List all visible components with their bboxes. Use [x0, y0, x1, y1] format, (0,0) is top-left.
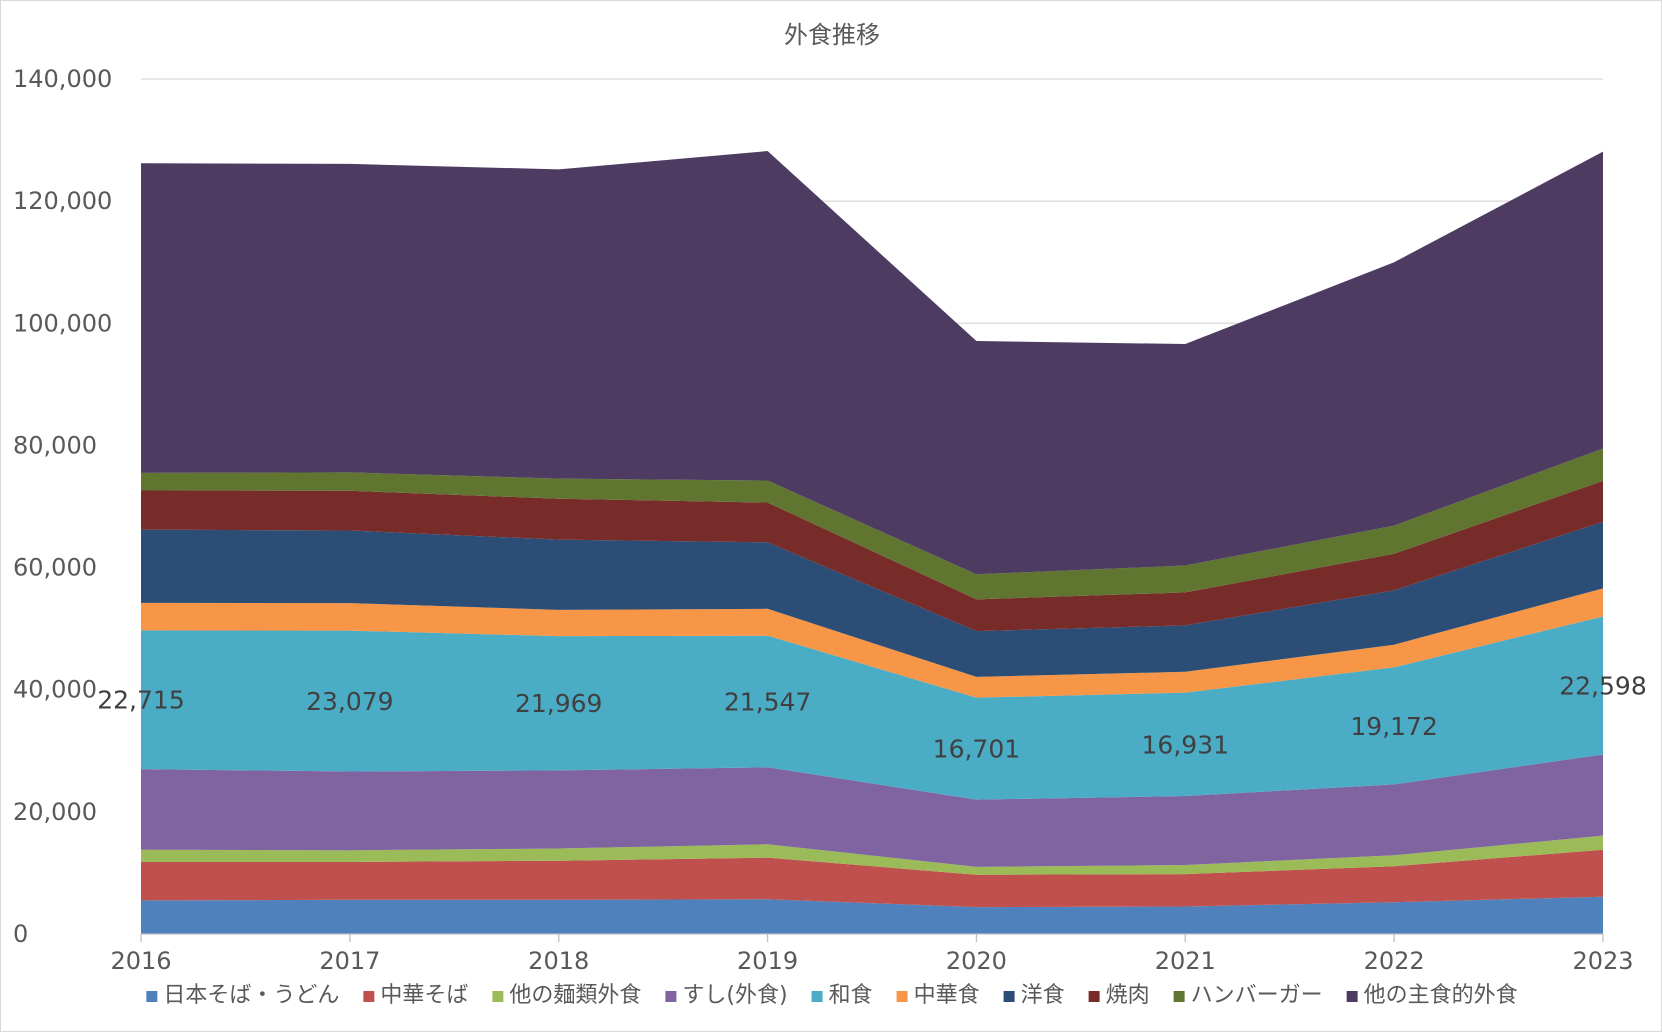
y-tick-label: 0: [13, 920, 28, 948]
legend-swatch: [896, 991, 908, 1002]
area-series-1: [141, 896, 1603, 934]
data-label: 21,969: [515, 689, 602, 718]
area-series-3: [141, 835, 1603, 875]
legend-swatch: [363, 991, 375, 1002]
x-tick-label-2016: 2016: [110, 947, 171, 975]
legend-item-10: 他の主食的外食: [1346, 983, 1518, 1008]
legend-item-9: ハンバーガー: [1173, 983, 1323, 1008]
legend-item-3: 他の麺類外食: [492, 983, 641, 1008]
y-tick-label: 60,000: [13, 554, 97, 582]
legend-item-4: すし(外食): [665, 983, 788, 1008]
x-tick-label-2022: 2022: [1364, 947, 1425, 975]
area-series-2: [141, 849, 1603, 908]
x-tick-label-2023: 2023: [1572, 947, 1633, 975]
y-tick-label: 40,000: [13, 676, 97, 704]
legend-label: 日本そば・うどん: [163, 983, 339, 1008]
data-label: 23,079: [306, 687, 393, 716]
x-tick-label-2017: 2017: [319, 947, 380, 975]
axes: 0 20,000 40,000 60,000 80,000 100,000 120,000 1…: [13, 65, 1634, 975]
legend-label: 他の麺類外食: [509, 983, 641, 1008]
data-label: 16,701: [933, 735, 1020, 764]
y-tick-label: 80,000: [13, 431, 97, 459]
area-series-10: [141, 151, 1603, 575]
y-tick-label: 100,000: [13, 309, 112, 337]
area-series-8: [141, 480, 1603, 632]
legend-label: 他の主食的外食: [1364, 983, 1518, 1008]
y-tick-label: 140,000: [13, 65, 112, 93]
legend-swatch: [492, 991, 504, 1002]
legend-swatch: [1003, 991, 1015, 1002]
chart-title: 外食推移: [784, 21, 880, 49]
legend-label: 和食: [829, 983, 873, 1008]
area-series-4: [141, 754, 1603, 867]
legend: 日本そば・うどん 中華そば 他の麺類外食 すし(外食) 和食 中華食 洋食 焼肉 ハンバーガー 他…: [146, 983, 1518, 1008]
legend-swatch: [146, 991, 158, 1002]
x-tick-label-2021: 2021: [1155, 947, 1216, 975]
data-label: 16,931: [1142, 730, 1229, 759]
legend-swatch: [665, 991, 677, 1002]
y-tick-label: 20,000: [13, 798, 97, 826]
data-label: 21,547: [724, 687, 811, 716]
legend-label: 焼肉: [1106, 983, 1150, 1008]
legend-item-7: 洋食: [1003, 983, 1065, 1008]
x-tick-label-2020: 2020: [946, 947, 1007, 975]
legend-swatch: [1346, 991, 1358, 1002]
legend-label: 洋食: [1021, 983, 1065, 1008]
legend-item-8: 焼肉: [1088, 983, 1150, 1008]
data-label: 22,598: [1559, 671, 1646, 700]
legend-label: 中華そば: [380, 983, 468, 1008]
area-series-5: [141, 616, 1603, 800]
legend-item-2: 中華そば: [363, 983, 468, 1008]
legend-item-6: 中華食: [896, 983, 980, 1008]
legend-swatch: [1088, 991, 1100, 1002]
data-label: 22,715: [97, 686, 184, 715]
area-series: [141, 151, 1603, 934]
y-tick-label: 120,000: [13, 187, 112, 215]
area-series-6: [141, 588, 1603, 698]
legend-swatch: [811, 991, 823, 1002]
legend-label: ハンバーガー: [1191, 983, 1323, 1008]
legend-item-1: 日本そば・うどん: [146, 983, 339, 1008]
area-series-9: [141, 448, 1603, 600]
legend-item-5: 和食: [811, 983, 873, 1008]
legend-label: すし(外食): [682, 983, 787, 1008]
data-label: 19,172: [1350, 712, 1437, 741]
data-labels: 22,715 23,079 21,969 21,547 16,701 16,931 19,1…: [97, 671, 1646, 763]
legend-label: 中華食: [914, 983, 980, 1008]
area-series-7: [141, 521, 1603, 677]
legend-swatch: [1173, 991, 1185, 1002]
x-tick-label-2019: 2019: [737, 947, 798, 975]
x-tick-label-2018: 2018: [528, 947, 589, 975]
